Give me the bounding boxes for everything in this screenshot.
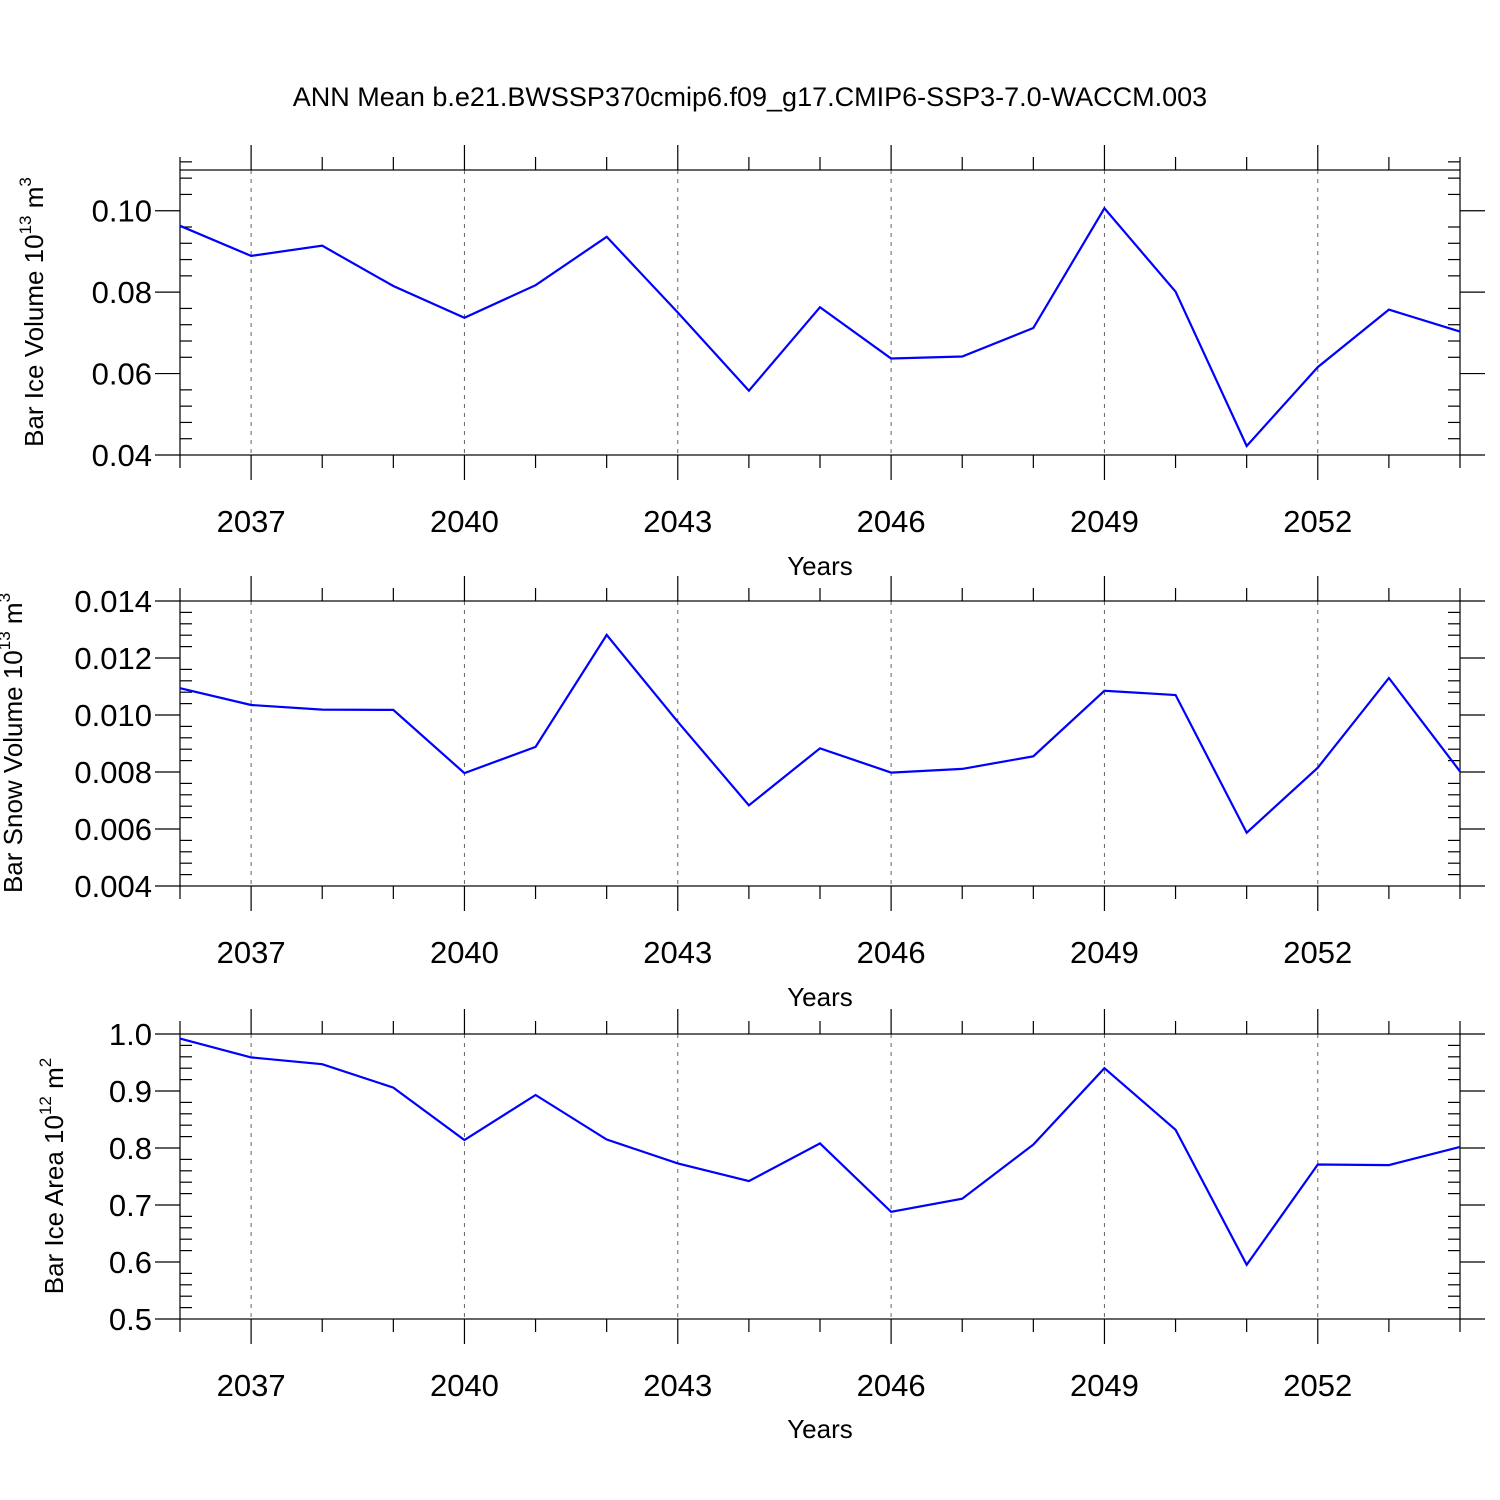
panels: 0.04 0.06 0.08 0.10 2037 2040 2043 2046 2049 2052… xyxy=(0,145,1485,1444)
x-tick-label: 2040 xyxy=(430,935,499,970)
series-line xyxy=(179,206,1461,448)
plot-frame xyxy=(179,600,1461,887)
y-tick-label: 0.08 xyxy=(92,275,152,310)
y-tick-label: 1.0 xyxy=(109,1017,152,1052)
x-tick-label: 2037 xyxy=(217,504,286,539)
y-label-text: Bar Snow Volume 10 xyxy=(0,650,28,893)
y-axis-label: Bar Ice Area 1012 m2 xyxy=(36,1058,69,1295)
y-axis-label: Bar Snow Volume 1013 m3 xyxy=(0,593,28,893)
y-label-exponent: 13 xyxy=(0,631,14,650)
y-tick-label: 0.06 xyxy=(92,357,152,392)
plot-frame xyxy=(179,1033,1461,1320)
y-tick-label: 0.014 xyxy=(74,584,152,619)
x-tick-label: 2043 xyxy=(643,1368,712,1403)
x-tick-label: 2052 xyxy=(1283,504,1352,539)
y-label-unit: m xyxy=(39,1067,69,1096)
y-tick-label: 0.04 xyxy=(92,438,152,473)
x-tick-label: 2046 xyxy=(857,1368,926,1403)
y-tick-label: 0.9 xyxy=(109,1074,152,1109)
y-label-unit-exponent: 3 xyxy=(16,177,35,186)
y-label-unit: m xyxy=(0,602,28,631)
series-line xyxy=(179,1037,1461,1267)
y-tick-label: 0.004 xyxy=(74,869,152,904)
y-tick-label: 0.010 xyxy=(74,698,152,733)
x-tick-label: 2046 xyxy=(857,504,926,539)
y-label-exponent: 13 xyxy=(16,215,35,234)
x-axis-label: Years xyxy=(787,982,853,1012)
x-tick-label: 2046 xyxy=(857,935,926,970)
x-tick-label: 2052 xyxy=(1283,1368,1352,1403)
y-label-unit-exponent: 2 xyxy=(36,1058,55,1067)
panel-2: 0.004 0.006 0.008 0.010 0.012 0.014 2037 2040 20… xyxy=(0,576,1485,1012)
x-tick-label: 2037 xyxy=(217,1368,286,1403)
x-tick-label: 2052 xyxy=(1283,935,1352,970)
y-tick-label: 0.008 xyxy=(74,755,152,790)
x-tick-label: 2040 xyxy=(430,1368,499,1403)
series-line xyxy=(179,633,1461,835)
y-label-text: Bar Ice Area 10 xyxy=(39,1115,69,1294)
x-tick-label: 2049 xyxy=(1070,504,1139,539)
y-tick-label: 0.6 xyxy=(109,1245,152,1280)
panel-1: 0.04 0.06 0.08 0.10 2037 2040 2043 2046 2049 2052… xyxy=(16,145,1485,581)
y-tick-label: 0.5 xyxy=(109,1302,152,1337)
chart-title: ANN Mean b.e21.BWSSP370cmip6.f09_g17.CMI… xyxy=(293,82,1207,112)
x-tick-label: 2043 xyxy=(643,504,712,539)
y-axis-label: Bar Ice Volume 1013 m3 xyxy=(16,177,49,447)
x-tick-label: 2049 xyxy=(1070,935,1139,970)
y-tick-label: 0.10 xyxy=(92,194,152,229)
plot-frame xyxy=(179,169,1461,456)
y-label-text: Bar Ice Volume 10 xyxy=(19,234,49,446)
y-tick-label: 0.012 xyxy=(74,641,152,676)
y-label-exponent: 12 xyxy=(36,1096,55,1115)
x-tick-label: 2040 xyxy=(430,504,499,539)
y-tick-label: 0.8 xyxy=(109,1131,152,1166)
x-tick-label: 2037 xyxy=(217,935,286,970)
y-label-unit-exponent: 3 xyxy=(0,593,14,602)
y-tick-label: 0.006 xyxy=(74,812,152,847)
x-axis-label: Years xyxy=(787,1414,853,1444)
panel-3: 0.5 0.6 0.7 0.8 0.9 1.0 2037 2040 2043 2046 2049 20… xyxy=(36,1009,1485,1444)
x-tick-label: 2049 xyxy=(1070,1368,1139,1403)
y-label-unit: m xyxy=(19,187,49,216)
x-tick-label: 2043 xyxy=(643,935,712,970)
y-tick-label: 0.7 xyxy=(109,1188,152,1223)
x-axis-label: Years xyxy=(787,551,853,581)
